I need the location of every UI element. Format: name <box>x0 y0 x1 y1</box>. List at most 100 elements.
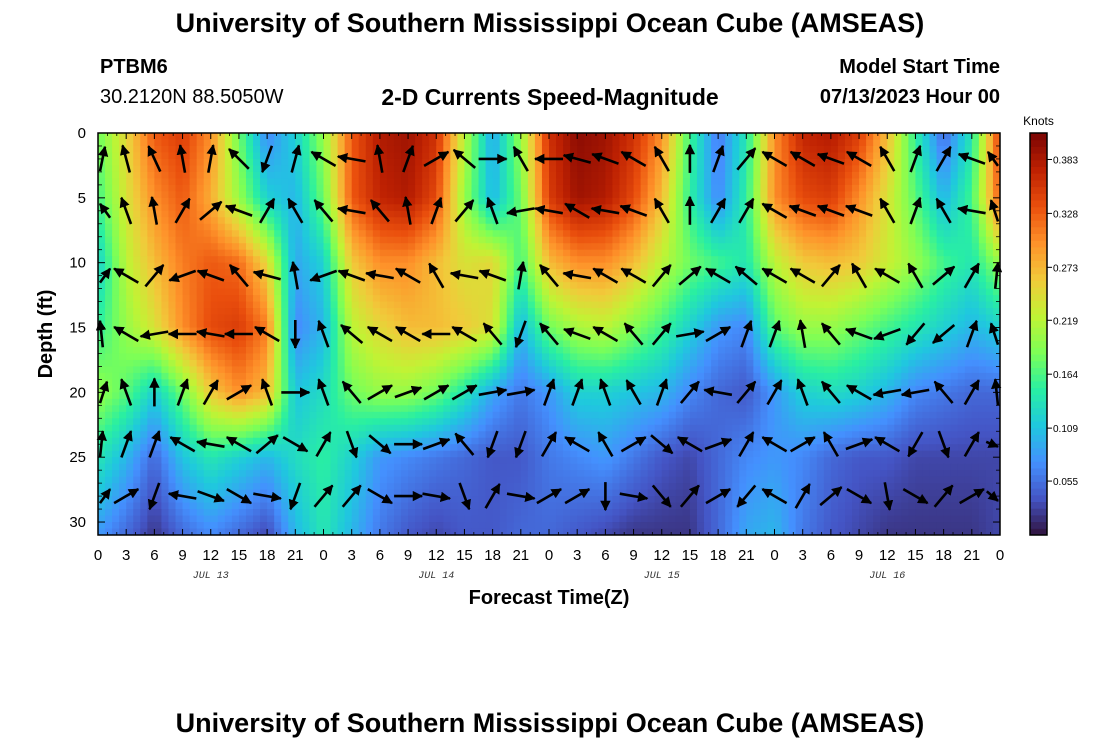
heatmap-cell <box>746 295 754 303</box>
heatmap-cell <box>98 295 106 303</box>
heatmap-cell <box>140 243 148 251</box>
heatmap-cell <box>647 145 656 154</box>
heatmap-cell <box>520 133 529 141</box>
heatmap-cell <box>908 275 917 283</box>
heatmap-cell <box>161 353 170 361</box>
heatmap-cell <box>126 256 134 264</box>
heatmap-cell <box>344 249 353 257</box>
heatmap-cell <box>767 223 776 231</box>
heatmap-cell <box>774 308 783 316</box>
heatmap-cell <box>732 353 740 361</box>
heatmap-cell <box>140 308 148 316</box>
heatmap-cell <box>612 210 621 218</box>
heatmap-cell <box>330 372 339 380</box>
heatmap-cell <box>492 230 501 238</box>
heatmap-cell <box>485 243 494 251</box>
heatmap-cell <box>408 295 416 303</box>
heatmap-cell <box>471 366 480 374</box>
heatmap-cell <box>577 171 585 179</box>
heatmap-cell <box>393 282 402 290</box>
heatmap-cell <box>295 256 303 264</box>
heatmap-cell <box>788 372 797 380</box>
heatmap-cell <box>415 269 423 277</box>
heatmap-cell <box>788 340 797 348</box>
heatmap-cell <box>830 379 839 387</box>
heatmap-cell <box>175 262 184 270</box>
heatmap-cell <box>379 184 388 192</box>
heatmap-cell <box>175 204 184 212</box>
heatmap-cell <box>175 236 184 244</box>
heatmap-cell <box>647 372 656 380</box>
heatmap-cell <box>119 217 127 225</box>
heatmap-cell <box>936 353 945 361</box>
heatmap-cell <box>499 210 508 218</box>
heatmap-cell <box>866 249 874 257</box>
heatmap-cell <box>619 275 628 283</box>
heatmap-cell <box>358 145 367 154</box>
heatmap-cell <box>478 301 487 309</box>
heatmap-cell <box>739 249 747 257</box>
heatmap-cell <box>196 275 205 283</box>
heatmap-cell <box>753 139 762 147</box>
heatmap-cell <box>372 178 381 186</box>
heatmap-cell <box>372 301 381 309</box>
heatmap-cell <box>612 366 621 374</box>
heatmap-cell <box>309 178 318 186</box>
heatmap-cell <box>351 191 360 199</box>
heatmap-cell <box>154 243 163 251</box>
heatmap-cell <box>725 262 733 270</box>
heatmap-cell <box>746 217 754 225</box>
heatmap-cell <box>718 184 726 192</box>
heatmap-cell <box>640 139 649 147</box>
heatmap-cell <box>401 301 409 309</box>
heatmap-cell <box>189 262 198 270</box>
heatmap-cell <box>746 288 754 296</box>
heatmap-cell <box>133 314 141 322</box>
heatmap-cell <box>866 366 874 374</box>
heatmap-cell <box>126 372 134 380</box>
heatmap-cell <box>739 379 747 387</box>
heatmap-cell <box>929 197 938 205</box>
heatmap-cell <box>288 282 296 290</box>
heatmap-cell <box>415 366 423 374</box>
heatmap-cell <box>964 334 973 342</box>
heatmap-cell <box>267 236 275 244</box>
heatmap-cell <box>929 133 938 141</box>
heatmap-cell <box>654 217 663 225</box>
heatmap-cell <box>393 340 402 348</box>
heatmap-cell <box>386 346 395 355</box>
heatmap-cell <box>527 217 536 225</box>
heatmap-cell <box>922 204 931 212</box>
heatmap-cell <box>260 256 268 264</box>
heatmap-cell <box>408 372 416 380</box>
heatmap-cell <box>288 275 296 283</box>
heatmap-cell <box>985 256 994 264</box>
heatmap-cell <box>168 204 177 212</box>
heatmap-cell <box>224 236 233 244</box>
heatmap-cell <box>436 288 444 296</box>
heatmap-cell <box>844 191 853 199</box>
heatmap-cell <box>471 249 480 257</box>
heatmap-cell <box>711 158 719 167</box>
heatmap-cell <box>725 178 733 186</box>
heatmap-cell <box>513 275 522 283</box>
heatmap-cell <box>964 249 973 257</box>
heatmap-cell <box>549 301 557 309</box>
heatmap-cell <box>605 243 614 251</box>
heatmap-cell <box>126 308 134 316</box>
heatmap-cell <box>372 256 381 264</box>
heatmap-cell <box>809 275 818 283</box>
heatmap-cell <box>830 165 839 173</box>
heatmap-cell <box>478 262 487 270</box>
heatmap-cell <box>873 171 881 179</box>
heatmap-cell <box>203 366 212 374</box>
heatmap-cell <box>619 217 628 225</box>
heatmap-cell <box>309 372 318 380</box>
heatmap-cell <box>175 230 184 238</box>
heatmap-cell <box>464 178 473 186</box>
heatmap-cell <box>372 353 381 361</box>
heatmap-cell <box>295 243 303 251</box>
heatmap-cell <box>816 197 825 205</box>
heatmap-cell <box>711 145 719 154</box>
heatmap-cell <box>182 210 191 218</box>
